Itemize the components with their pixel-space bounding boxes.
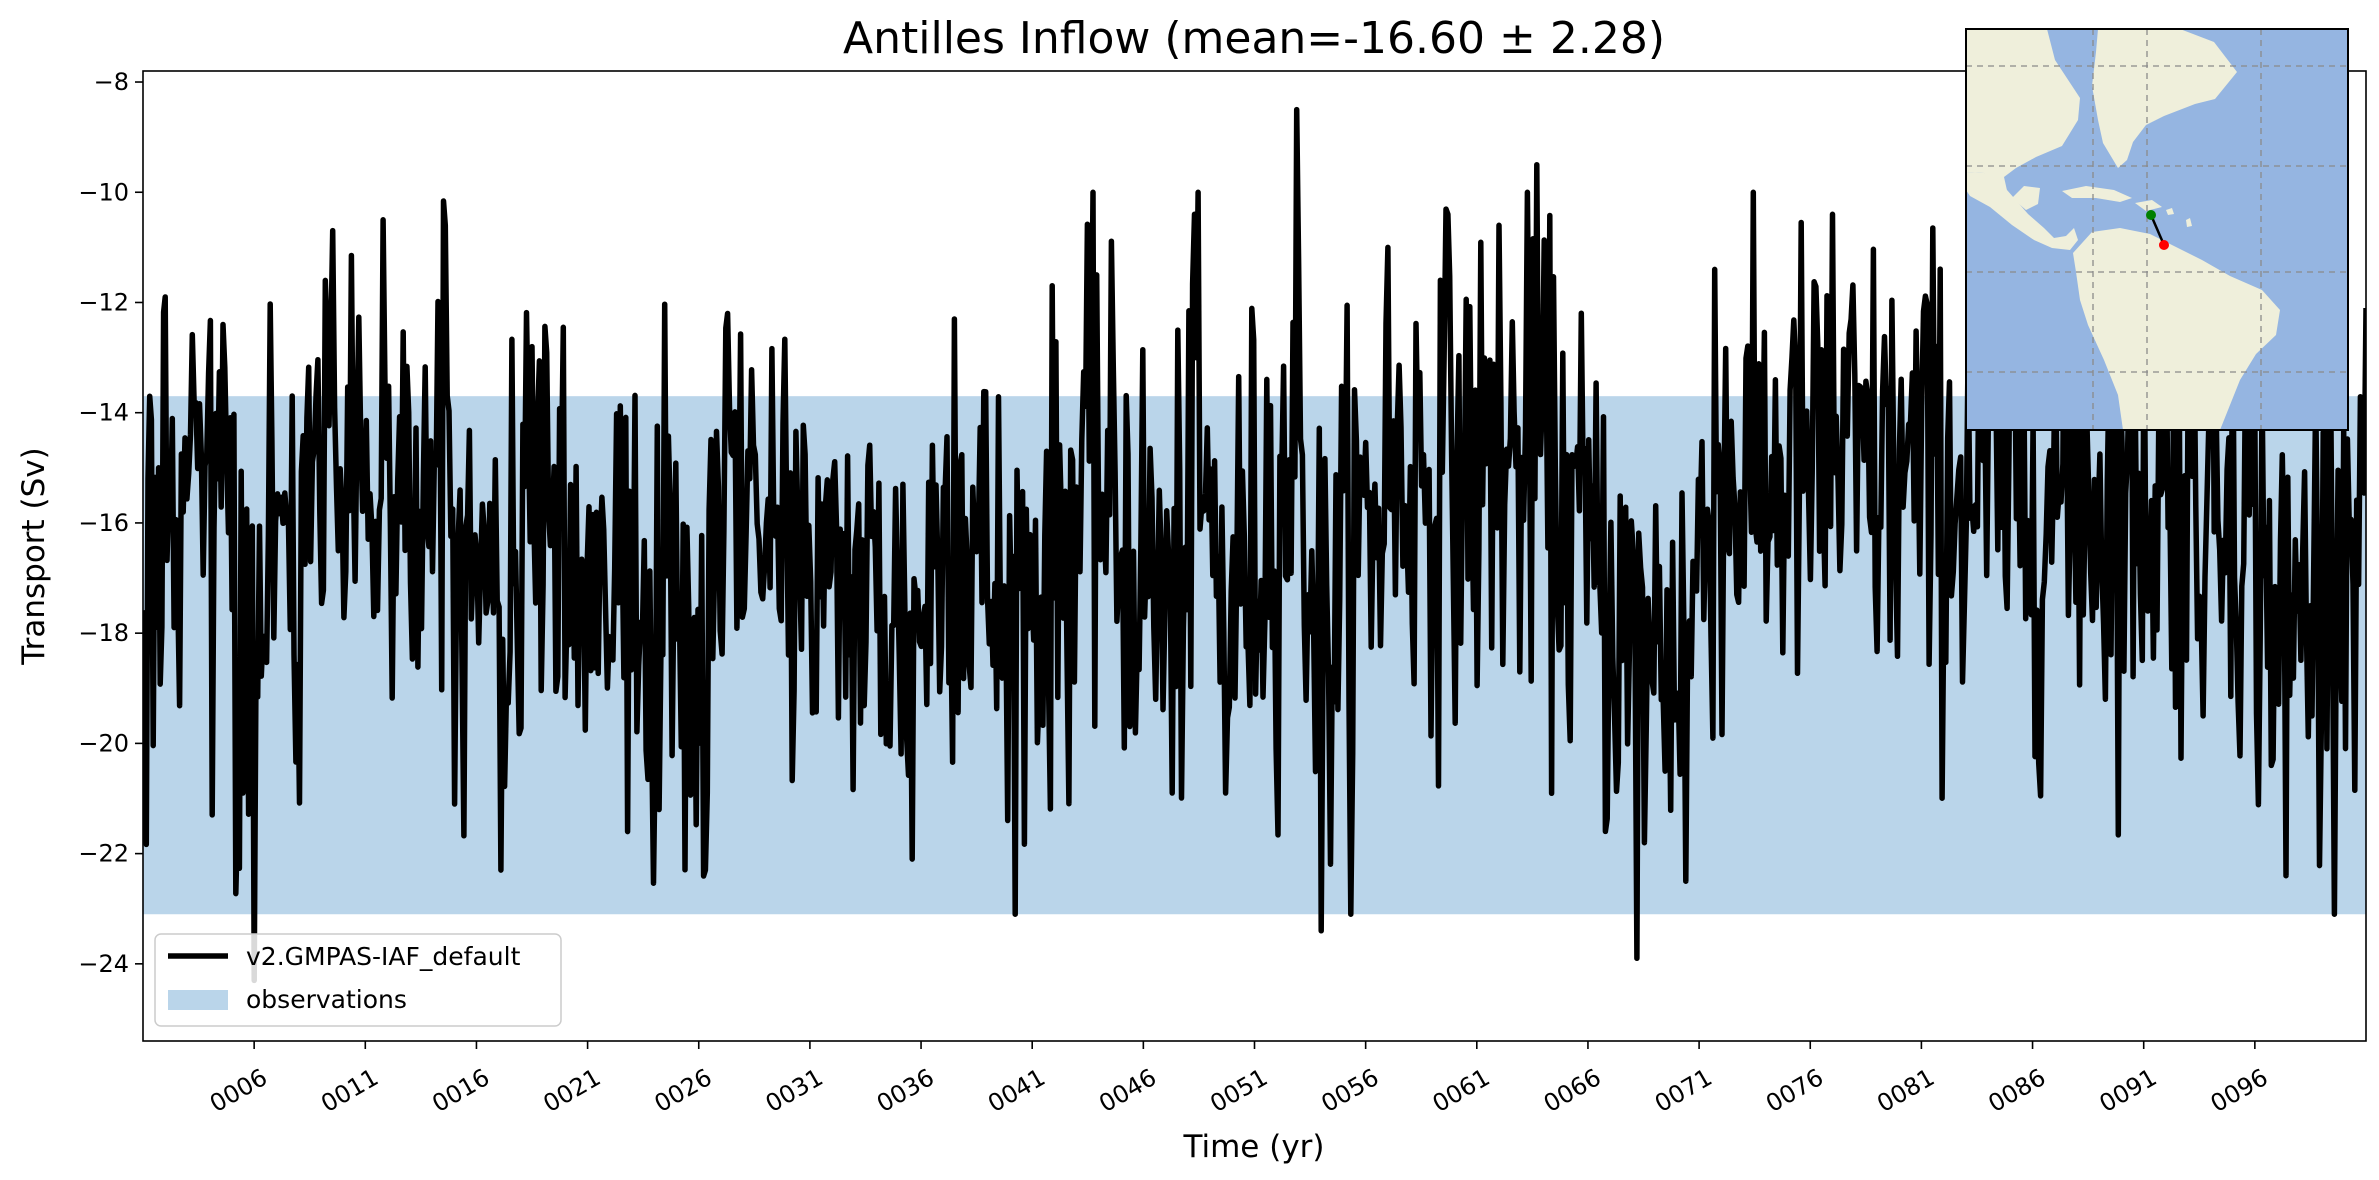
series-point bbox=[157, 466, 161, 470]
legend-label-series: v2.GMPAS-IAF_default bbox=[246, 942, 521, 971]
map-central-america bbox=[1966, 172, 2078, 250]
map-frame bbox=[1965, 28, 2349, 431]
x-tick-label: 0021 bbox=[539, 1063, 606, 1118]
x-tick-label: 0016 bbox=[427, 1063, 494, 1118]
series-point bbox=[1095, 273, 1099, 277]
x-tick-label: 0011 bbox=[316, 1063, 383, 1118]
series-point bbox=[1684, 879, 1688, 883]
map-north-america-east bbox=[2092, 29, 2237, 168]
y-tick-label: −18 bbox=[78, 619, 129, 647]
series-point bbox=[1224, 791, 1228, 795]
x-tick-label: 0051 bbox=[1205, 1063, 1272, 1118]
x-tick-label: 0086 bbox=[1983, 1063, 2050, 1118]
series-point bbox=[241, 791, 245, 795]
series-point bbox=[1497, 223, 1501, 227]
series-point bbox=[1830, 212, 1834, 216]
y-axis: −8 −10 −12 −14 −16 −18 −20 −22 −24 bbox=[78, 68, 143, 978]
series-point bbox=[1713, 267, 1717, 271]
map-section-start-point bbox=[2146, 210, 2156, 220]
series-point bbox=[323, 278, 327, 282]
y-tick-label: −14 bbox=[78, 399, 129, 427]
y-tick-label: −20 bbox=[78, 729, 129, 757]
y-axis-title: Transport (Sv) bbox=[16, 447, 52, 666]
series-point bbox=[1535, 163, 1539, 167]
inset-map bbox=[1965, 28, 2349, 431]
series-point bbox=[172, 626, 176, 630]
x-tick-label: 0031 bbox=[761, 1063, 828, 1118]
map-antilles-arc bbox=[2166, 208, 2192, 227]
legend: v2.GMPAS-IAF_default observations bbox=[154, 933, 562, 1027]
series-point bbox=[910, 857, 914, 861]
x-tick-label: 0026 bbox=[650, 1063, 717, 1118]
series-point bbox=[2284, 874, 2288, 878]
series-point bbox=[1386, 245, 1390, 249]
y-tick-label: −12 bbox=[78, 288, 129, 316]
series-point bbox=[192, 400, 196, 404]
series-point bbox=[1635, 956, 1639, 960]
series-point bbox=[163, 295, 167, 299]
x-tick-label: 0046 bbox=[1094, 1063, 1161, 1118]
series-point bbox=[703, 868, 707, 872]
series-point bbox=[1170, 791, 1174, 795]
x-tick-label: 0071 bbox=[1650, 1063, 1717, 1118]
series-point bbox=[270, 438, 274, 442]
chart-title: Antilles Inflow (mean=-16.60 ± 2.28) bbox=[843, 13, 1665, 64]
series-point bbox=[952, 317, 956, 321]
series-point bbox=[148, 394, 152, 398]
x-axis-title: Time (yr) bbox=[1183, 1129, 1325, 1165]
x-tick-label: 0091 bbox=[2095, 1063, 2162, 1118]
series-point bbox=[443, 223, 447, 227]
map-section-line bbox=[2149, 214, 2166, 246]
x-tick-label: 0081 bbox=[1872, 1063, 1939, 1118]
series-point bbox=[1446, 212, 1450, 216]
map-section-end-point bbox=[2159, 240, 2169, 250]
x-axis: 0006 0011 0016 0021 0026 0031 0036 0041 0046 0051… bbox=[205, 1041, 2273, 1118]
legend-label-observations: observations bbox=[246, 985, 407, 1014]
x-tick-label: 0076 bbox=[1761, 1063, 1828, 1118]
series-point bbox=[726, 312, 730, 316]
series-point bbox=[1319, 929, 1323, 933]
map-cuba bbox=[2062, 186, 2132, 202]
x-tick-label: 0066 bbox=[1539, 1063, 1606, 1118]
x-tick-label: 0061 bbox=[1428, 1063, 1495, 1118]
y-tick-label: −24 bbox=[78, 950, 129, 978]
series-point bbox=[1295, 108, 1299, 112]
x-tick-label: 0096 bbox=[2206, 1063, 2273, 1118]
map-south-america bbox=[2073, 228, 2280, 430]
map-north-america bbox=[1966, 29, 2080, 195]
map-hispaniola bbox=[2135, 200, 2162, 211]
series-point bbox=[381, 218, 385, 222]
y-tick-label: −16 bbox=[78, 509, 129, 537]
series-point bbox=[530, 345, 534, 349]
series-point bbox=[1006, 819, 1010, 823]
legend-swatch-observations bbox=[168, 990, 228, 1010]
series-point bbox=[221, 323, 225, 327]
x-tick-label: 0006 bbox=[205, 1063, 272, 1118]
x-tick-label: 0056 bbox=[1317, 1063, 1384, 1118]
y-tick-label: −22 bbox=[78, 840, 129, 868]
map-yucatan bbox=[2012, 186, 2040, 210]
x-tick-label: 0036 bbox=[872, 1063, 939, 1118]
legend-box bbox=[154, 933, 562, 1027]
x-tick-label: 0041 bbox=[983, 1063, 1050, 1118]
y-tick-label: −8 bbox=[94, 68, 129, 96]
series-point bbox=[626, 830, 630, 834]
y-tick-label: −10 bbox=[78, 178, 129, 206]
map-gridlines bbox=[1966, 29, 2348, 430]
series-point bbox=[1192, 212, 1196, 216]
series-point bbox=[499, 868, 503, 872]
